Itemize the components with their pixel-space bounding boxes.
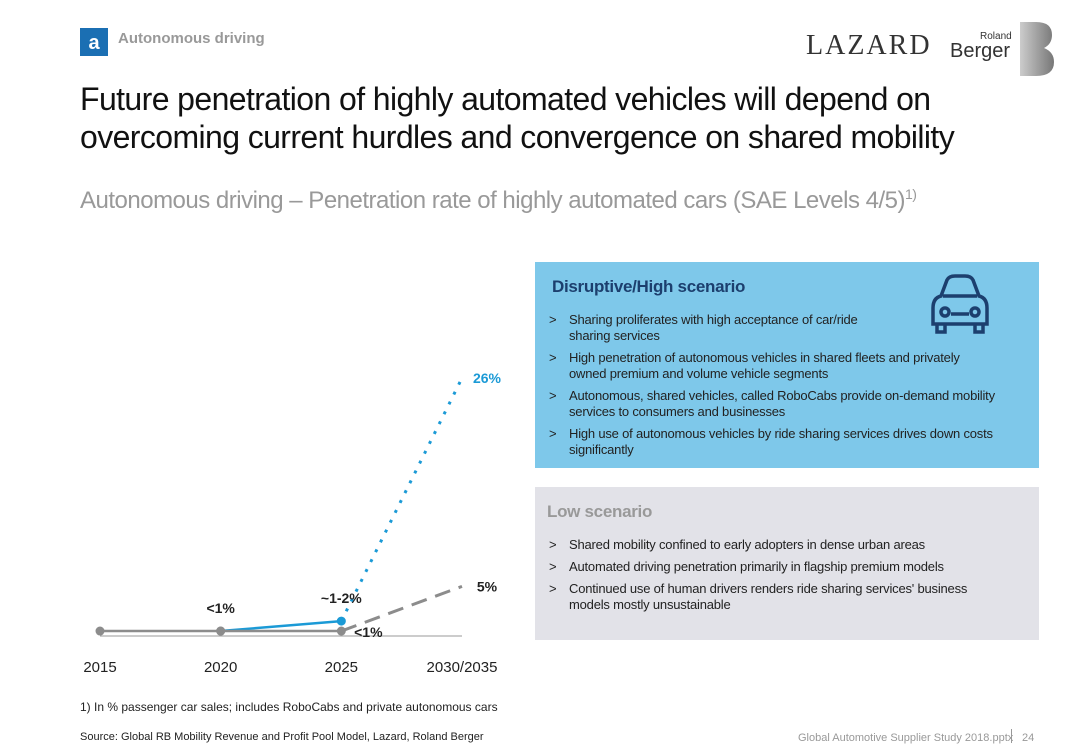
data-label: <1% xyxy=(206,600,235,616)
x-tick-label: 2015 xyxy=(83,659,116,676)
bullet-text: Shared mobility confined to early adopte… xyxy=(569,537,925,552)
high-title: Disruptive/High scenario xyxy=(552,277,746,296)
bullet-marker: > xyxy=(549,388,557,403)
point xyxy=(95,626,105,636)
low-bullets: > Shared mobility confined to early adopt… xyxy=(535,531,999,613)
low-title: Low scenario xyxy=(547,502,653,521)
bullet-marker: > xyxy=(549,559,557,574)
point xyxy=(336,626,346,636)
bullet-text: High penetration of autonomous vehicles … xyxy=(569,350,960,381)
bullet-marker: > xyxy=(549,350,557,365)
subtitle: Autonomous driving – Penetration rate of… xyxy=(80,186,917,215)
bullet-marker: > xyxy=(549,581,557,596)
x-tick-label: 2030/2035 xyxy=(427,659,498,676)
footer-page: 24 xyxy=(1022,732,1035,744)
source: Source: Global RB Mobility Revenue and P… xyxy=(80,731,484,743)
title-line: Future penetration of highly automated v… xyxy=(80,81,931,117)
bullet: > High use of autonomous vehicles by ride… xyxy=(535,426,999,458)
bullet-marker: > xyxy=(549,537,557,552)
section-label: Autonomous driving xyxy=(118,30,265,47)
bullet: > Autonomous, shared vehicles, called Rob… xyxy=(535,388,999,420)
logo-roland: Roland xyxy=(980,31,1012,42)
low-box: Low scenario > Shared mobility confined t… xyxy=(535,487,1039,640)
bullet: > High penetration of autonomous vehicles… xyxy=(535,350,999,382)
bullet-text: Automated driving penetration primarily … xyxy=(569,559,944,574)
data-label: ~1-2% xyxy=(321,590,362,606)
footer-file: Global Automotive Supplier Study 2018.pp… xyxy=(798,732,1014,744)
data-label: 26% xyxy=(473,370,502,386)
bullet: > Shared mobility confined to early adopt… xyxy=(535,537,999,553)
chart: 2015 2020 2025 2030/2035 <1% ~1-2% 26% <1% 5% xyxy=(83,370,502,676)
point xyxy=(336,616,346,626)
series-line xyxy=(220,619,342,633)
bullet-text: Sharing proliferates with high acceptanc… xyxy=(569,312,858,343)
footer-sep xyxy=(1011,729,1012,743)
bullet: > Continued use of human drivers renders … xyxy=(535,581,999,613)
bullet: > Automated driving penetration primarily… xyxy=(535,559,999,575)
point xyxy=(216,626,226,636)
bullet-text: High use of autonomous vehicles by ride … xyxy=(569,426,993,457)
footnote: 1) In % passenger car sales; includes Ro… xyxy=(80,700,498,714)
subtitle-note: 1) xyxy=(904,186,917,202)
x-tick-label: 2020 xyxy=(204,659,237,676)
data-label: <1% xyxy=(354,624,383,640)
bullet: > Sharing proliferates with high acceptan… xyxy=(535,312,879,344)
series-projection xyxy=(340,584,463,633)
series-projection xyxy=(339,377,464,622)
data-label: 5% xyxy=(477,578,498,594)
x-tick-label: 2025 xyxy=(325,659,358,676)
section-icon: a xyxy=(80,28,108,56)
high-box: Disruptive/High scenario > Sharing prolif… xyxy=(535,262,1039,468)
bullet-marker: > xyxy=(549,312,557,327)
bullet-text: Continued use of human drivers renders r… xyxy=(569,581,968,612)
logo-b xyxy=(1020,22,1054,76)
title-line: overcoming current hurdles and convergen… xyxy=(80,119,955,155)
logo-berger: Berger xyxy=(950,40,1011,62)
high-bullets: > Sharing proliferates with high acceptan… xyxy=(535,306,999,458)
logo-lazard: LAZARD xyxy=(806,30,932,61)
car-icon xyxy=(931,274,989,334)
subtitle-text: Autonomous driving – Penetration rate of… xyxy=(80,187,905,214)
bullet-marker: > xyxy=(549,426,557,441)
bullet-text: Autonomous, shared vehicles, called Robo… xyxy=(569,388,995,419)
title: Future penetration of highly automated v… xyxy=(80,80,955,156)
